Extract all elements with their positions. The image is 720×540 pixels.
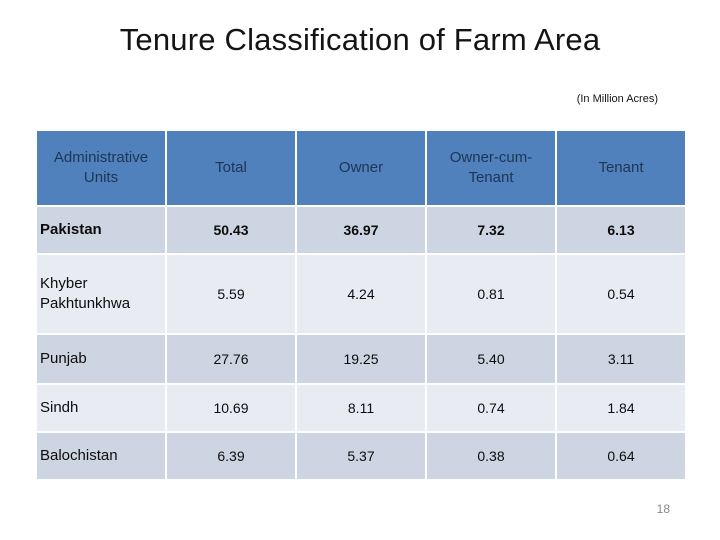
cell-owner: 5.37 [297,433,425,479]
cell-tenant: 0.54 [557,255,685,333]
cell-owner-cum-tenant: 5.40 [427,335,555,383]
col-header-administrative-units: Administrative Units [37,131,165,205]
cell-owner-cum-tenant: 0.81 [427,255,555,333]
row-label: Pakistan [37,207,165,253]
col-header-owner-cum-tenant: Owner-cum-Tenant [427,131,555,205]
row-label: Khyber Pakhtunkhwa [37,255,165,333]
slide-title: Tenure Classification of Farm Area [119,22,601,57]
cell-owner-cum-tenant: 7.32 [427,207,555,253]
row-label: Sindh [37,385,165,431]
col-header-owner: Owner [297,131,425,205]
page-number: 18 [656,502,670,516]
col-header-tenant: Tenant [557,131,685,205]
cell-tenant: 3.11 [557,335,685,383]
cell-total: 5.59 [167,255,295,333]
table-row-sindh: Sindh 10.69 8.11 0.74 1.84 [37,385,685,431]
cell-owner-cum-tenant: 0.74 [427,385,555,431]
table-header-row: Administrative Units Total Owner Owner-c… [37,131,685,205]
cell-total: 50.43 [167,207,295,253]
cell-total: 27.76 [167,335,295,383]
cell-owner: 19.25 [297,335,425,383]
cell-tenant: 1.84 [557,385,685,431]
row-label: Balochistan [37,433,165,479]
table-row-punjab: Punjab 27.76 19.25 5.40 3.11 [37,335,685,383]
row-label: Punjab [37,335,165,383]
col-header-total: Total [167,131,295,205]
cell-total: 10.69 [167,385,295,431]
cell-owner: 4.24 [297,255,425,333]
unit-note: (In Million Acres) [576,93,658,105]
cell-total: 6.39 [167,433,295,479]
table-row-balochistan: Balochistan 6.39 5.37 0.38 0.64 [37,433,685,479]
cell-tenant: 0.64 [557,433,685,479]
table-row-khyber-pakhtunkhwa: Khyber Pakhtunkhwa 5.59 4.24 0.81 0.54 [37,255,685,333]
table-row-pakistan: Pakistan 50.43 36.97 7.32 6.13 [37,207,685,253]
cell-owner-cum-tenant: 0.38 [427,433,555,479]
cell-owner: 36.97 [297,207,425,253]
cell-tenant: 6.13 [557,207,685,253]
cell-owner: 8.11 [297,385,425,431]
tenure-table: Administrative Units Total Owner Owner-c… [35,129,687,481]
